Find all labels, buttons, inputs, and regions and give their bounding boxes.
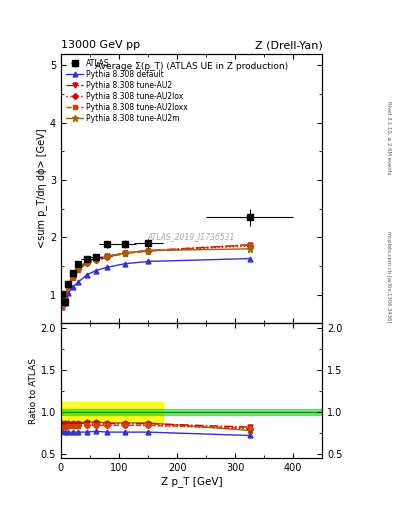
Pythia 8.308 default (94, 268, 98, 274)
Pythia 8.308 tune-AU2m (94, 255, 98, 262)
Pythia 8.308 tune-AU2loxx (60, 304, 65, 310)
Pythia 8.308 tune-AU2 (94, 255, 98, 262)
Pythia 8.308 tune-AU2loxx (123, 250, 127, 257)
Pythia 8.308 tune-AU2loxx (63, 297, 68, 304)
Pythia 8.308 default (85, 271, 90, 278)
Pythia 8.308 tune-AU2m (70, 273, 75, 279)
Pythia 8.308 tune-AU2lox (63, 297, 68, 303)
X-axis label: Z p_T [GeV]: Z p_T [GeV] (161, 476, 222, 487)
Pythia 8.308 tune-AU2 (76, 265, 81, 271)
Pythia 8.308 tune-AU2loxx (66, 283, 70, 289)
Pythia 8.308 tune-AU2m (63, 295, 68, 302)
Pythia 8.308 default (247, 255, 252, 262)
Pythia 8.308 tune-AU2loxx (76, 267, 81, 273)
Line: Pythia 8.308 tune-AU2: Pythia 8.308 tune-AU2 (60, 242, 252, 308)
Line: Pythia 8.308 default: Pythia 8.308 default (60, 256, 252, 310)
Pythia 8.308 tune-AU2 (60, 302, 65, 308)
Pythia 8.308 default (63, 300, 68, 306)
Line: Pythia 8.308 tune-AU2loxx: Pythia 8.308 tune-AU2loxx (60, 243, 252, 309)
Pythia 8.308 default (123, 261, 127, 267)
Pythia 8.308 tune-AU2 (105, 253, 110, 260)
Pythia 8.308 tune-AU2 (123, 250, 127, 256)
Pythia 8.308 tune-AU2m (146, 247, 151, 253)
Pythia 8.308 tune-AU2loxx (146, 248, 151, 254)
Y-axis label: <sum p_T/dη dϕ> [GeV]: <sum p_T/dη dϕ> [GeV] (36, 129, 47, 248)
Pythia 8.308 tune-AU2 (70, 273, 75, 279)
Pythia 8.308 tune-AU2m (85, 259, 90, 265)
Pythia 8.308 tune-AU2m (247, 246, 252, 252)
Text: Z (Drell-Yan): Z (Drell-Yan) (255, 40, 322, 50)
Pythia 8.308 tune-AU2m (123, 250, 127, 256)
Pythia 8.308 tune-AU2loxx (94, 257, 98, 263)
Pythia 8.308 default (76, 279, 81, 285)
Pythia 8.308 default (66, 290, 70, 296)
Pythia 8.308 tune-AU2lox (123, 250, 127, 257)
Pythia 8.308 tune-AU2lox (94, 257, 98, 263)
Text: Rivet 3.1.10, ≥ 2.6M events: Rivet 3.1.10, ≥ 2.6M events (386, 101, 391, 175)
Text: mcplots.cern.ch [arXiv:1306.3436]: mcplots.cern.ch [arXiv:1306.3436] (386, 231, 391, 322)
Pythia 8.308 tune-AU2 (146, 247, 151, 253)
Line: Pythia 8.308 tune-AU2m: Pythia 8.308 tune-AU2m (59, 246, 253, 308)
Pythia 8.308 tune-AU2lox (70, 274, 75, 280)
Pythia 8.308 tune-AU2lox (247, 243, 252, 249)
Bar (61, 409, 322, 415)
Pythia 8.308 tune-AU2 (63, 295, 68, 302)
Y-axis label: Ratio to ATLAS: Ratio to ATLAS (29, 358, 38, 424)
Text: 13000 GeV pp: 13000 GeV pp (61, 40, 140, 50)
Pythia 8.308 tune-AU2m (60, 302, 65, 308)
Pythia 8.308 tune-AU2lox (66, 283, 70, 289)
Line: Pythia 8.308 tune-AU2lox: Pythia 8.308 tune-AU2lox (60, 244, 252, 308)
Pythia 8.308 default (146, 259, 151, 265)
Pythia 8.308 tune-AU2 (247, 242, 252, 248)
Pythia 8.308 tune-AU2loxx (85, 260, 90, 266)
Text: ATLAS_2019_I1736531: ATLAS_2019_I1736531 (148, 232, 235, 242)
Pythia 8.308 tune-AU2loxx (105, 254, 110, 261)
Pythia 8.308 tune-AU2lox (105, 254, 110, 261)
Text: Average Σ(p_T) (ATLAS UE in Z production): Average Σ(p_T) (ATLAS UE in Z production… (95, 62, 288, 71)
Pythia 8.308 default (105, 264, 110, 270)
Pythia 8.308 tune-AU2lox (60, 303, 65, 309)
Legend: ATLAS, Pythia 8.308 default, Pythia 8.308 tune-AU2, Pythia 8.308 tune-AU2lox, Py: ATLAS, Pythia 8.308 default, Pythia 8.30… (65, 57, 189, 124)
Pythia 8.308 tune-AU2m (66, 281, 70, 287)
Pythia 8.308 default (70, 284, 75, 290)
Pythia 8.308 tune-AU2loxx (70, 274, 75, 281)
Pythia 8.308 tune-AU2m (76, 265, 81, 271)
Pythia 8.308 tune-AU2lox (76, 266, 81, 272)
Pythia 8.308 tune-AU2lox (85, 260, 90, 266)
Pythia 8.308 tune-AU2loxx (247, 242, 252, 248)
Pythia 8.308 tune-AU2lox (146, 248, 151, 254)
Pythia 8.308 tune-AU2 (66, 281, 70, 287)
Pythia 8.308 tune-AU2m (105, 253, 110, 260)
Pythia 8.308 tune-AU2 (85, 259, 90, 265)
Pythia 8.308 default (60, 304, 65, 310)
